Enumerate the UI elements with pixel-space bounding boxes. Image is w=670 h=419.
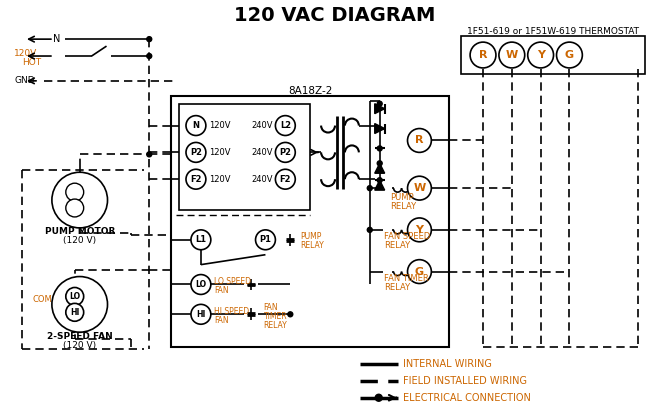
- Circle shape: [528, 42, 553, 68]
- Circle shape: [66, 287, 84, 305]
- Circle shape: [186, 142, 206, 162]
- Text: PUMP: PUMP: [300, 232, 322, 241]
- Text: FAN: FAN: [263, 303, 278, 312]
- Text: TIMER: TIMER: [263, 312, 287, 321]
- Text: PUMP: PUMP: [390, 193, 413, 202]
- Text: INTERNAL WIRING: INTERNAL WIRING: [403, 359, 491, 369]
- Circle shape: [147, 152, 151, 157]
- Text: (120 V): (120 V): [63, 236, 96, 245]
- Text: 240V: 240V: [251, 175, 273, 184]
- Text: P2: P2: [279, 148, 291, 157]
- Circle shape: [367, 228, 373, 233]
- Circle shape: [275, 169, 295, 189]
- Circle shape: [367, 186, 373, 191]
- Bar: [171, 96, 450, 347]
- Circle shape: [66, 183, 84, 201]
- Text: HI SPEED: HI SPEED: [214, 307, 249, 316]
- Text: 8A18Z-2: 8A18Z-2: [288, 86, 332, 96]
- Circle shape: [377, 178, 382, 183]
- Circle shape: [470, 42, 496, 68]
- Text: PUMP MOTOR: PUMP MOTOR: [44, 228, 115, 236]
- Text: HOT: HOT: [22, 59, 42, 67]
- Text: N: N: [192, 121, 200, 130]
- Text: R: R: [479, 50, 487, 60]
- Text: RELAY: RELAY: [390, 202, 416, 210]
- Polygon shape: [375, 124, 385, 134]
- Text: 120V: 120V: [14, 49, 38, 57]
- Polygon shape: [375, 163, 385, 173]
- Text: G: G: [565, 50, 574, 60]
- Text: W: W: [413, 183, 425, 193]
- Text: HI: HI: [196, 310, 206, 319]
- Text: R: R: [415, 135, 423, 145]
- Polygon shape: [375, 180, 385, 190]
- Text: Y: Y: [415, 225, 423, 235]
- Text: (120 V): (120 V): [63, 341, 96, 349]
- Text: COM: COM: [32, 295, 52, 304]
- Text: LO: LO: [196, 280, 206, 289]
- Text: LO SPEED: LO SPEED: [214, 277, 251, 286]
- Circle shape: [191, 230, 211, 250]
- Text: F2: F2: [190, 175, 202, 184]
- Text: FAN: FAN: [214, 316, 228, 325]
- Circle shape: [52, 172, 107, 228]
- Circle shape: [407, 218, 431, 242]
- Circle shape: [255, 230, 275, 250]
- Circle shape: [499, 42, 525, 68]
- Text: N: N: [53, 34, 60, 44]
- Text: RELAY: RELAY: [263, 321, 287, 330]
- Text: 240V: 240V: [251, 148, 273, 157]
- Circle shape: [186, 169, 206, 189]
- Circle shape: [407, 260, 431, 284]
- Text: FIELD INSTALLED WIRING: FIELD INSTALLED WIRING: [403, 376, 527, 386]
- Text: FAN TIMER: FAN TIMER: [384, 274, 428, 283]
- Text: GND: GND: [14, 76, 35, 85]
- Text: 1F51-619 or 1F51W-619 THERMOSTAT: 1F51-619 or 1F51W-619 THERMOSTAT: [467, 27, 639, 36]
- Circle shape: [275, 116, 295, 135]
- Circle shape: [191, 274, 211, 295]
- Circle shape: [66, 199, 84, 217]
- Text: HI: HI: [70, 308, 80, 317]
- Text: LO: LO: [69, 292, 80, 301]
- Circle shape: [377, 161, 382, 166]
- Text: 120V: 120V: [209, 121, 230, 130]
- Circle shape: [147, 54, 151, 59]
- Circle shape: [275, 142, 295, 162]
- Text: W: W: [506, 50, 518, 60]
- Circle shape: [407, 129, 431, 153]
- Text: RELAY: RELAY: [384, 283, 410, 292]
- Bar: [461, 36, 645, 74]
- Text: L1: L1: [196, 235, 206, 244]
- Circle shape: [377, 101, 382, 106]
- Text: FAN: FAN: [214, 286, 228, 295]
- Text: 120V: 120V: [209, 175, 230, 184]
- Text: 240V: 240V: [251, 121, 273, 130]
- Text: 120 VAC DIAGRAM: 120 VAC DIAGRAM: [234, 6, 436, 25]
- Circle shape: [377, 146, 382, 151]
- Text: ELECTRICAL CONNECTION: ELECTRICAL CONNECTION: [403, 393, 531, 403]
- Text: 120V: 120V: [209, 148, 230, 157]
- Circle shape: [288, 312, 293, 317]
- Text: RELAY: RELAY: [384, 241, 410, 250]
- Text: G: G: [415, 266, 424, 277]
- Text: Y: Y: [537, 50, 545, 60]
- Circle shape: [191, 304, 211, 324]
- Text: FAN SPEED: FAN SPEED: [384, 232, 430, 241]
- Text: P2: P2: [190, 148, 202, 157]
- Text: RELAY: RELAY: [300, 241, 324, 250]
- Circle shape: [147, 36, 151, 41]
- Circle shape: [407, 176, 431, 200]
- Circle shape: [557, 42, 582, 68]
- Text: P1: P1: [259, 235, 271, 244]
- Circle shape: [186, 116, 206, 135]
- Polygon shape: [375, 104, 385, 114]
- Text: L2: L2: [280, 121, 291, 130]
- Text: 2-SPEED FAN: 2-SPEED FAN: [47, 332, 113, 341]
- Circle shape: [52, 277, 107, 332]
- Circle shape: [375, 394, 382, 401]
- Circle shape: [66, 303, 84, 321]
- Bar: [179, 104, 310, 210]
- Text: F2: F2: [279, 175, 291, 184]
